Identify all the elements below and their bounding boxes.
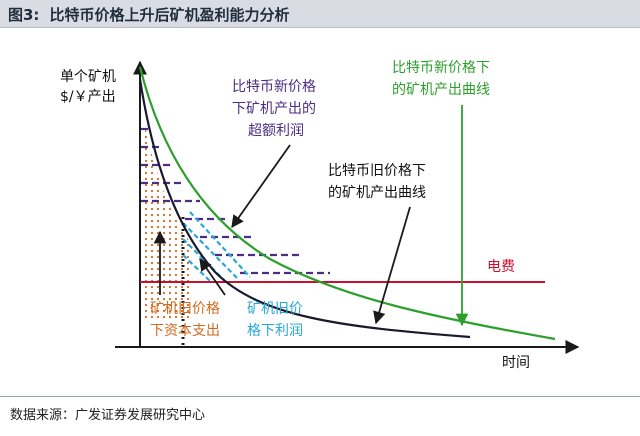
old-capex-label-2: 下资本支出: [150, 323, 220, 339]
figure-title-text: 比特币价格上升后矿机盈利能力分析: [49, 6, 290, 24]
new-curve-label-2: 的矿机产出曲线: [392, 82, 490, 98]
new-curve-label-1: 比特币新价格下: [392, 60, 490, 76]
new-price-curve: [138, 66, 556, 341]
excess-profit-label-2: 下矿机产出的: [232, 101, 316, 117]
old-capex-label-1: 矿机旧价格: [150, 301, 220, 317]
diagram-canvas: 单个矿机 $/￥产出 时间 比特币新价格 下矿机产出的 超额利润 比特币新价格下…: [60, 60, 580, 371]
x-axis-label: 时间: [502, 355, 530, 371]
old-curve-label-2: 的矿机产出曲线: [328, 185, 426, 201]
excess-profit-label-1: 比特币新价格: [232, 79, 316, 95]
old-curve-arrow: [373, 206, 411, 325]
title-bar: 图3: 比特币价格上升后矿机盈利能力分析: [0, 0, 640, 28]
y-axis-label-line2: $/￥产出: [60, 89, 116, 105]
excess-profit-stripes: [141, 127, 330, 275]
old-curve-label-1: 比特币旧价格下: [328, 163, 426, 179]
excess-profit-arrow: [231, 144, 291, 229]
source-note: 数据来源：广发证券发展研究中心: [10, 408, 206, 423]
old-capex-region: [140, 99, 190, 320]
y-axis-label-line1: 单个矿机: [60, 69, 116, 85]
old-profit-arrow: [199, 257, 226, 296]
old-price-curve: [138, 78, 471, 339]
old-profit-label-1: 矿机旧价: [247, 301, 303, 317]
bottom-divider: [0, 396, 640, 397]
electricity-label: 电费: [487, 259, 515, 275]
figure-number: 图3:: [8, 6, 40, 24]
old-profit-label-2: 格下利润: [247, 323, 303, 339]
excess-profit-label-3: 超额利润: [248, 123, 304, 139]
figure-title: 图3: 比特币价格上升后矿机盈利能力分析: [8, 4, 289, 25]
old-profit-stripes: [182, 211, 251, 282]
